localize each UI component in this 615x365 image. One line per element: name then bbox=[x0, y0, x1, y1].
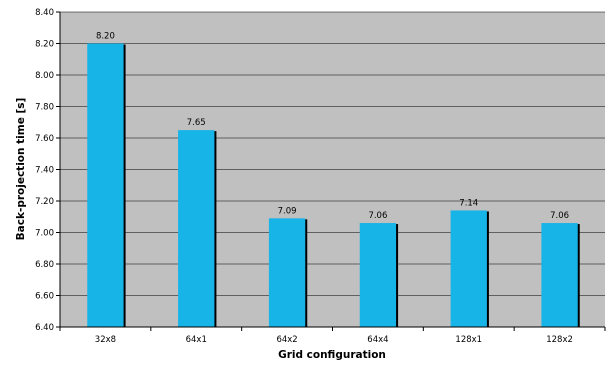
data-labels: 8.20 7.65 7.09 7.06 7.14 7.06 bbox=[96, 32, 569, 222]
x-tick-label: 128x2 bbox=[546, 335, 573, 345]
x-tick-label: 64x1 bbox=[186, 335, 207, 345]
gridlines bbox=[60, 11, 605, 296]
x-axis-ticks: 32x8 64x1 64x2 64x4 128x1 128x2 bbox=[59, 327, 606, 345]
x-tick-label: 64x4 bbox=[367, 335, 388, 345]
y-axis-ticks: 6.40 6.60 6.80 7.00 7.20 7.40 7.60 7.80 8.00 8.20… bbox=[35, 8, 60, 333]
y-tick-label: 8.20 bbox=[35, 40, 54, 50]
y-tick-label: 7.40 bbox=[35, 166, 54, 176]
bar-64x1 bbox=[178, 130, 215, 327]
data-label: 7.65 bbox=[187, 118, 206, 128]
x-axis-title: Grid configuration bbox=[278, 349, 386, 361]
y-tick-label: 6.40 bbox=[35, 323, 54, 333]
bar-32x8 bbox=[87, 43, 124, 327]
x-tick-label: 128x1 bbox=[455, 335, 482, 345]
bars bbox=[87, 43, 580, 327]
y-axis-title: Back-projection time [s] bbox=[15, 98, 27, 241]
y-tick-label: 8.40 bbox=[35, 8, 54, 18]
bar-64x2 bbox=[268, 218, 306, 327]
bar-128x2 bbox=[541, 223, 578, 327]
bar-128x1 bbox=[450, 210, 487, 327]
y-tick-label: 6.60 bbox=[35, 292, 54, 302]
y-tick-label: 7.60 bbox=[35, 134, 54, 144]
y-tick-label: 8.00 bbox=[35, 71, 54, 81]
data-label: 8.20 bbox=[96, 32, 115, 42]
data-label: 7.09 bbox=[278, 206, 297, 216]
y-tick-label: 7.20 bbox=[35, 197, 54, 207]
y-tick-label: 7.00 bbox=[35, 229, 54, 239]
x-tick-label: 64x2 bbox=[276, 335, 297, 345]
data-label: 7.06 bbox=[550, 211, 569, 221]
y-tick-label: 6.80 bbox=[35, 260, 54, 270]
data-label: 7.14 bbox=[459, 198, 478, 208]
data-label: 7.06 bbox=[368, 211, 387, 221]
bar-64x4 bbox=[359, 223, 397, 327]
x-tick-label: 32x8 bbox=[95, 335, 116, 345]
y-tick-label: 7.80 bbox=[35, 103, 54, 113]
